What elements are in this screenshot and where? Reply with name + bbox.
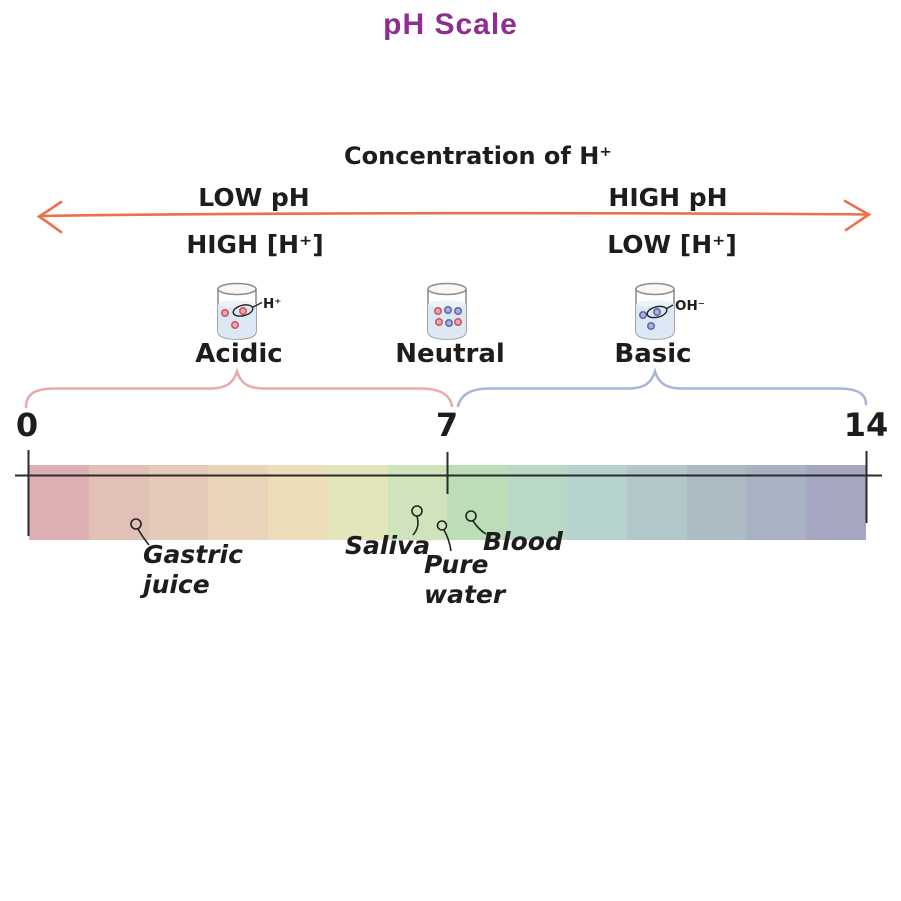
ph-bar-segment <box>29 465 89 540</box>
ph-bar-segment <box>268 465 328 540</box>
concentration-label: Concentration of H⁺ <box>344 142 612 170</box>
arrow-head-left <box>36 200 63 234</box>
neutral-beaker-icon <box>427 282 467 340</box>
oh-ion-dot <box>453 306 462 315</box>
ph-bar-segment <box>327 465 388 540</box>
acidic-label: Acidic <box>195 339 283 369</box>
ph-gradient-bar <box>29 465 866 540</box>
oh-ion-dot <box>652 307 661 316</box>
oh-ion-dot <box>443 305 452 314</box>
ph-bar-segment <box>746 465 807 540</box>
h-ion-dot <box>453 317 462 326</box>
low-h-concentration-label: LOW [H⁺] <box>607 230 737 259</box>
basic-range-brace <box>456 367 868 408</box>
h-ion-dot <box>434 306 443 315</box>
saliva-label: Saliva <box>345 531 431 560</box>
pure-water-label: Pure water <box>424 550 506 609</box>
basic-label: Basic <box>614 339 692 369</box>
liquid-surface <box>218 300 256 308</box>
high-ph-label: HIGH pH <box>608 183 728 212</box>
ph-bar-segment <box>567 465 627 540</box>
h-ion-dot <box>230 320 239 329</box>
high-h-concentration-label: HIGH [H⁺] <box>186 230 324 259</box>
h-plus-ion-callout-label: H⁺ <box>263 296 282 312</box>
low-ph-label: LOW pH <box>198 183 310 212</box>
h-ion-dot <box>238 306 247 315</box>
tick-label-7: 7 <box>435 406 459 444</box>
ph-bar-segment <box>387 465 448 540</box>
ph-bar-segment <box>208 465 269 540</box>
oh-ion-dot <box>646 321 655 330</box>
oh-ion-dot <box>444 318 453 327</box>
arrow-head-right <box>843 199 872 232</box>
oh-minus-ion-callout-label: OH⁻ <box>675 298 705 314</box>
liquid-surface <box>636 300 674 308</box>
ph-bar-segment <box>686 465 747 540</box>
ph-bar-segment <box>148 465 209 540</box>
beaker-rim <box>217 282 257 296</box>
acidic-range-brace <box>24 367 454 409</box>
h-ion-dot <box>221 308 230 317</box>
tick-label-0: 0 <box>15 406 39 444</box>
blood-label: Blood <box>483 527 563 556</box>
acidic-beaker-icon <box>217 282 257 340</box>
ph-bar-segment <box>806 465 866 540</box>
liquid-surface <box>428 300 466 308</box>
ph-bar-segment <box>88 465 149 540</box>
basic-beaker-icon <box>635 282 675 340</box>
gastric-juice-label: Gastric juice <box>143 540 243 599</box>
arrow-shaft <box>38 211 870 218</box>
neutral-label: Neutral <box>395 339 505 369</box>
beaker-rim <box>635 282 675 296</box>
oh-ion-dot <box>639 310 648 319</box>
ph-bar-segment <box>626 465 687 540</box>
beaker-rim <box>427 282 467 296</box>
tick-label-14: 14 <box>843 406 889 444</box>
h-ion-dot <box>435 317 444 326</box>
ph-direction-arrow-icon <box>36 199 872 234</box>
page-title: pH Scale <box>383 8 518 41</box>
ph-bar-segment <box>507 465 568 540</box>
